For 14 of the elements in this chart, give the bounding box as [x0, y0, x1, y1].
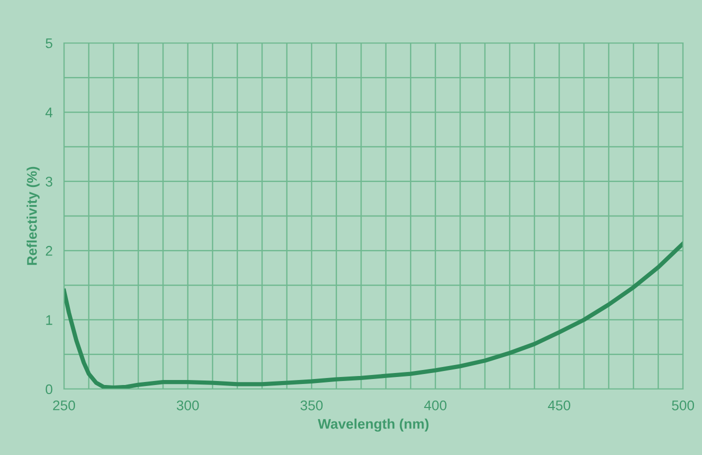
y-tick-label: 3 [46, 176, 52, 187]
y-axis-title: Reflectivity (%) [26, 166, 40, 265]
y-tick-label: 4 [45, 108, 52, 118]
y-tick-label: 0 [46, 384, 52, 394]
x-tick-label: 300 [176, 400, 199, 410]
x-tick-label: 450 [548, 400, 570, 410]
y-tick-label: 2 [46, 246, 52, 256]
x-tick-label: 350 [300, 400, 323, 410]
x-axis-title: Wavelength (nm) [318, 418, 428, 432]
x-tick-label: 500 [672, 400, 694, 410]
y-tick-label: 5 [46, 38, 52, 48]
x-tick-label: 250 [53, 400, 76, 410]
x-tick-label: 400 [424, 400, 446, 410]
y-tick-label: 1 [46, 315, 52, 325]
